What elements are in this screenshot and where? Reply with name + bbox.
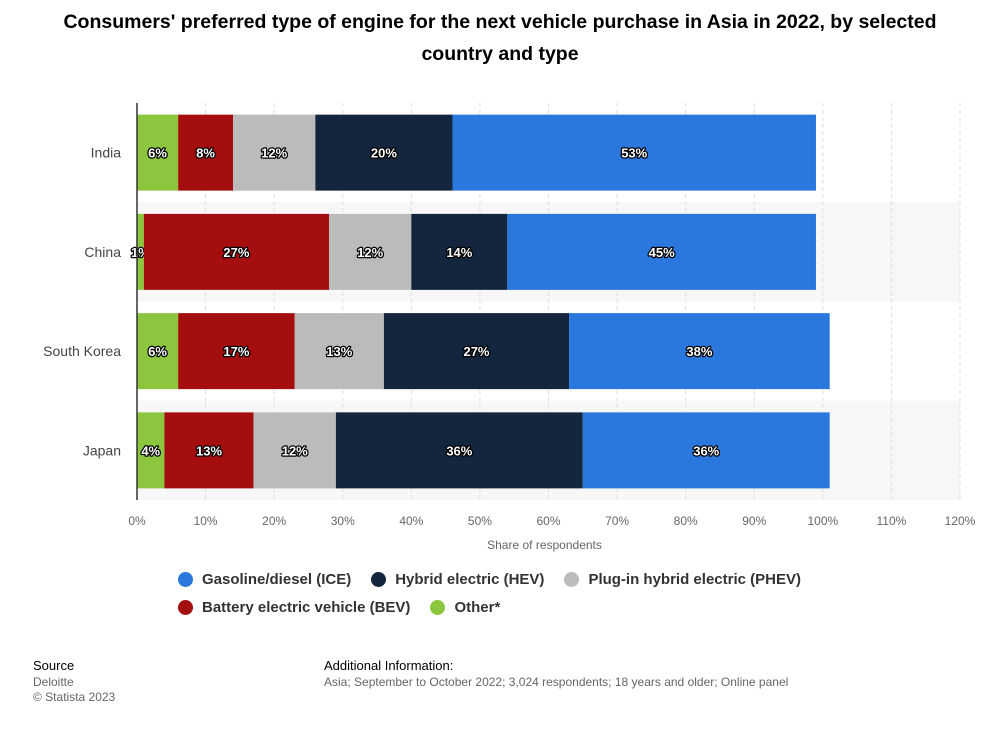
x-tick-label: 110% — [877, 514, 907, 528]
bar-segment — [411, 213, 508, 290]
data-label: 27% — [223, 245, 249, 260]
data-label: 36% — [446, 443, 472, 458]
data-label: 12% — [357, 245, 383, 260]
x-axis-label: Share of respondents — [487, 538, 602, 552]
bar-segment — [335, 412, 583, 489]
data-label: 12% — [282, 443, 308, 458]
legend-swatch-ice — [178, 571, 193, 587]
category-label: India — [91, 145, 122, 161]
legend-item-phev[interactable]: Plug-in hybrid electric (PHEV) — [564, 571, 801, 588]
data-label: 13% — [196, 443, 222, 458]
bar-segment — [178, 114, 234, 191]
legend-label-phev: Plug-in hybrid electric (PHEV) — [588, 570, 801, 588]
bar-segment — [569, 313, 830, 390]
legend-row-1: Gasoline/diesel (ICE) Hybrid electric (H… — [178, 566, 878, 592]
data-label: 36% — [693, 443, 719, 458]
data-label: 14% — [446, 245, 472, 260]
legend-label-ice: Gasoline/diesel (ICE) — [202, 570, 352, 588]
bar-segment — [383, 313, 570, 390]
source-name: Deloitte — [33, 675, 74, 689]
legend-swatch-other — [430, 599, 446, 615]
data-label: 6% — [148, 344, 167, 359]
stacked-bar-chart: 0% 10% 20% 30% 40% 50% 60% 70% 80% 90% 100% 110% 120… — [43, 103, 976, 552]
additional-info-heading: Additional Information: — [324, 658, 454, 673]
legend-label-other: Other* — [454, 598, 501, 616]
bar-segment — [452, 114, 816, 191]
bar-segment — [507, 213, 816, 290]
bar-segment — [137, 412, 165, 489]
bar-segment — [253, 412, 336, 489]
bar-segment — [294, 313, 384, 390]
source-block: Source Deloitte © Statista 2023 — [33, 658, 115, 705]
x-tick-label: 10% — [194, 514, 218, 528]
additional-info-block: Additional Information: Asia; September … — [324, 658, 788, 690]
x-tick-label: 30% — [331, 514, 355, 528]
bar-segment — [233, 114, 316, 191]
category-label: South Korea — [43, 343, 121, 359]
bar-segment — [137, 313, 179, 390]
bar-segment — [137, 114, 179, 191]
legend-label-bev: Battery electric vehicle (BEV) — [202, 598, 411, 616]
chart-legend: Gasoline/diesel (ICE) Hybrid electric (H… — [178, 566, 878, 622]
bar-segment — [329, 213, 412, 290]
legend-swatch-hev — [371, 571, 387, 587]
bar-segment — [315, 114, 453, 191]
legend-label-hev: Hybrid electric (HEV) — [395, 570, 545, 588]
data-label: 45% — [649, 245, 675, 260]
copyright-text: © Statista 2023 — [33, 690, 116, 704]
x-tick-label: 120% — [945, 514, 976, 528]
legend-item-hev[interactable]: Hybrid electric (HEV) — [371, 571, 544, 588]
data-label: 17% — [223, 344, 249, 359]
legend-swatch-bev — [178, 599, 193, 615]
legend-swatch-phev — [564, 571, 580, 587]
x-tick-label: 60% — [536, 514, 560, 528]
category-label: China — [84, 244, 121, 260]
x-tick-label: 80% — [674, 514, 698, 528]
data-label: 53% — [621, 146, 647, 161]
data-label: 13% — [326, 344, 352, 359]
data-label: 8% — [196, 146, 215, 161]
x-tick-label: 70% — [605, 514, 629, 528]
data-label: 4% — [141, 443, 160, 458]
x-tick-label: 50% — [468, 514, 492, 528]
data-label: 6% — [148, 146, 167, 161]
additional-info-text: Asia; September to October 2022; 3,024 r… — [324, 675, 789, 689]
data-label: 20% — [371, 146, 397, 161]
data-label: 12% — [261, 146, 287, 161]
bar-segment — [143, 213, 330, 290]
data-label: 27% — [463, 344, 489, 359]
legend-item-ice[interactable]: Gasoline/diesel (ICE) — [178, 571, 351, 588]
data-label: 38% — [686, 344, 712, 359]
legend-item-bev[interactable]: Battery electric vehicle (BEV) — [178, 599, 410, 616]
x-tick-label: 100% — [807, 514, 838, 528]
x-tick-label: 20% — [262, 514, 286, 528]
legend-item-other[interactable]: Other* — [430, 599, 500, 616]
bar-segment — [582, 412, 830, 489]
chart-title: Consumers' preferred type of engine for … — [63, 11, 937, 65]
bar-segment — [164, 412, 254, 489]
legend-row-2: Battery electric vehicle (BEV) Other* — [178, 594, 878, 620]
x-tick-label: 40% — [399, 514, 423, 528]
x-tick-label: 0% — [128, 514, 146, 528]
bar-segment — [178, 313, 295, 390]
source-heading: Source — [33, 658, 75, 673]
category-label: Japan — [83, 442, 121, 458]
bar-segment — [137, 213, 144, 290]
x-tick-label: 90% — [742, 514, 766, 528]
